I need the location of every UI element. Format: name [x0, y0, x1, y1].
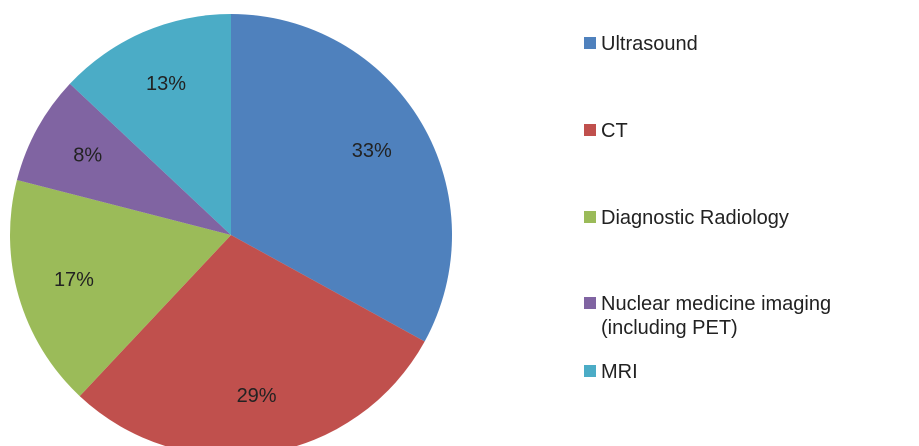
- pie-slice: [16, 83, 232, 235]
- pie-slice: [69, 14, 231, 235]
- legend-item: Diagnostic Radiology: [584, 206, 914, 230]
- legend-swatch: [584, 211, 596, 223]
- legend-item: Nuclear medicine imaging (including PET): [584, 292, 914, 340]
- legend-swatch: [584, 37, 596, 49]
- pie-slice: [9, 180, 231, 397]
- legend-label: Ultrasound: [601, 33, 698, 55]
- legend-item: Ultrasound: [584, 32, 914, 56]
- legend-label: Nuclear medicine imaging (including PET): [601, 293, 832, 339]
- legend-item: MRI: [584, 360, 914, 384]
- legend-label: MRI: [601, 361, 638, 383]
- data-label: 8%: [73, 144, 102, 166]
- legend-swatch: [584, 124, 596, 136]
- data-label: 29%: [237, 385, 277, 407]
- legend-label: CT: [601, 120, 628, 142]
- legend-item: CT: [584, 119, 914, 143]
- data-label: 17%: [54, 269, 94, 291]
- data-label: 33%: [352, 140, 392, 162]
- pie-slice: [79, 235, 425, 446]
- pie-slice: [231, 14, 453, 342]
- legend-swatch: [584, 365, 596, 377]
- legend-swatch: [584, 297, 596, 309]
- data-label: 13%: [146, 73, 186, 95]
- legend-label: Diagnostic Radiology: [601, 207, 789, 229]
